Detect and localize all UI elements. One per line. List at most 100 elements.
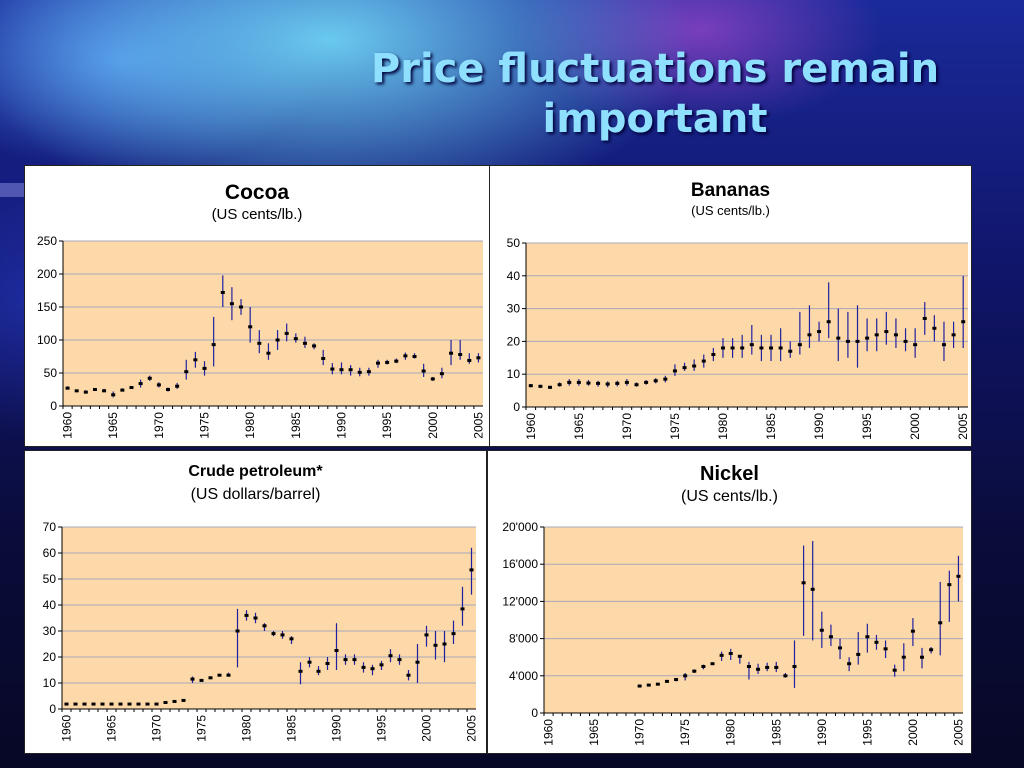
mean-marker: [586, 381, 591, 385]
mean-marker: [280, 633, 285, 637]
mean-marker: [321, 356, 326, 360]
mean-marker: [181, 698, 186, 702]
mean-marker: [397, 658, 402, 662]
mean-marker: [226, 673, 231, 677]
plot-area: [63, 241, 483, 406]
x-tick-label: 1995: [375, 715, 389, 742]
mean-marker: [655, 682, 660, 686]
mean-marker: [127, 702, 132, 706]
slide-title: Price fluctuations remain important: [330, 44, 980, 144]
mean-marker: [83, 390, 88, 394]
mean-marker: [913, 343, 918, 347]
x-tick-label: 1965: [572, 413, 586, 440]
mean-marker: [199, 678, 204, 682]
mean-marker: [576, 380, 581, 384]
mean-marker: [262, 624, 267, 628]
mean-marker: [271, 632, 276, 636]
mean-marker: [682, 366, 687, 370]
y-tick-label: 0: [513, 400, 520, 414]
mean-marker: [412, 355, 417, 358]
mean-marker: [865, 635, 870, 639]
slide-title-line1: Price fluctuations remain: [370, 46, 940, 92]
x-tick-label: 1960: [60, 715, 74, 742]
y-tick-label: 60: [43, 546, 57, 560]
mean-marker: [956, 574, 961, 578]
mean-marker: [118, 702, 123, 706]
mean-marker: [394, 359, 399, 363]
mean-marker: [922, 316, 927, 320]
bananas-chart: 0 10 20 30 40 50 1960 1965 1970 1975 1980 1985 1990 1…: [507, 236, 971, 440]
mean-marker: [624, 380, 629, 384]
cocoa-chart-panel: Cocoa (US cents/lb.) 0 50 100 150 200 250 1960…: [24, 165, 490, 447]
nickel-chart-heading: Nickel (US cents/lb.): [488, 463, 971, 506]
mean-marker: [737, 654, 742, 658]
mean-marker: [672, 369, 677, 373]
x-tick-label: 2000: [908, 413, 922, 440]
mean-marker: [244, 613, 249, 617]
mean-marker: [460, 607, 465, 611]
y-tick-label: 16'000: [502, 557, 538, 571]
mean-marker: [442, 642, 447, 646]
mean-marker: [289, 637, 294, 641]
mean-marker: [683, 674, 688, 678]
x-tick-label: 2005: [471, 412, 485, 439]
mean-marker: [439, 372, 444, 376]
mean-marker: [357, 370, 362, 374]
mean-marker: [819, 628, 824, 632]
mean-marker: [765, 665, 770, 669]
nickel-chart: 0 4'000 8'000 12'000 16'000 20'000 1960 1965 197…: [502, 520, 965, 746]
x-tick-label: 1985: [289, 412, 303, 439]
chart-subtitle: (US cents/lb.): [681, 488, 778, 505]
mean-marker: [147, 376, 152, 380]
x-tick-label: 1960: [524, 413, 538, 440]
mean-marker: [646, 683, 651, 687]
plot-area: [62, 527, 476, 709]
mean-marker: [711, 353, 716, 357]
mean-marker: [424, 633, 429, 637]
mean-marker: [352, 658, 357, 662]
cocoa-chart: 0 50 100 150 200 250 1960 1965 1970 1975 1980 1985 1…: [37, 234, 485, 439]
mean-marker: [596, 381, 601, 385]
mean-marker: [376, 361, 380, 365]
y-tick-label: 70: [43, 520, 57, 534]
mean-marker: [847, 662, 852, 666]
mean-marker: [637, 684, 642, 688]
mean-marker: [458, 353, 463, 357]
x-tick-label: 1960: [542, 719, 556, 746]
mean-marker: [788, 349, 793, 353]
mean-marker: [838, 646, 843, 650]
mean-marker: [239, 305, 244, 309]
chart-subtitle: (US dollars/barrel): [190, 486, 321, 503]
mean-marker: [403, 354, 408, 358]
mean-marker: [298, 669, 303, 673]
mean-marker: [644, 380, 649, 384]
mean-marker: [193, 358, 198, 362]
plot-area: [544, 527, 963, 713]
mean-marker: [920, 655, 925, 659]
mean-marker: [202, 366, 207, 370]
mean-marker: [211, 343, 216, 347]
mean-marker: [275, 338, 280, 342]
y-tick-label: 8'000: [509, 632, 538, 646]
chart-subtitle: (US cents/lb.): [691, 203, 770, 218]
mean-marker: [293, 337, 298, 341]
mean-marker: [312, 344, 317, 348]
mean-marker: [710, 662, 715, 666]
mean-marker: [801, 581, 806, 585]
mean-marker: [421, 369, 426, 373]
y-tick-label: 200: [37, 267, 57, 281]
x-tick-label: 1975: [198, 412, 212, 439]
x-tick-label: 1995: [860, 719, 874, 746]
mean-marker: [728, 651, 733, 655]
mean-marker: [615, 381, 620, 385]
mean-marker: [449, 351, 454, 355]
x-tick-label: 2005: [465, 715, 479, 742]
mean-marker: [692, 669, 697, 673]
mean-marker: [451, 632, 456, 636]
y-tick-label: 10: [507, 367, 521, 381]
x-tick-label: 1980: [724, 719, 738, 746]
mean-marker: [156, 383, 161, 387]
x-tick-label: 1975: [195, 715, 209, 742]
mean-marker: [817, 330, 822, 334]
plot-area: [526, 243, 968, 407]
